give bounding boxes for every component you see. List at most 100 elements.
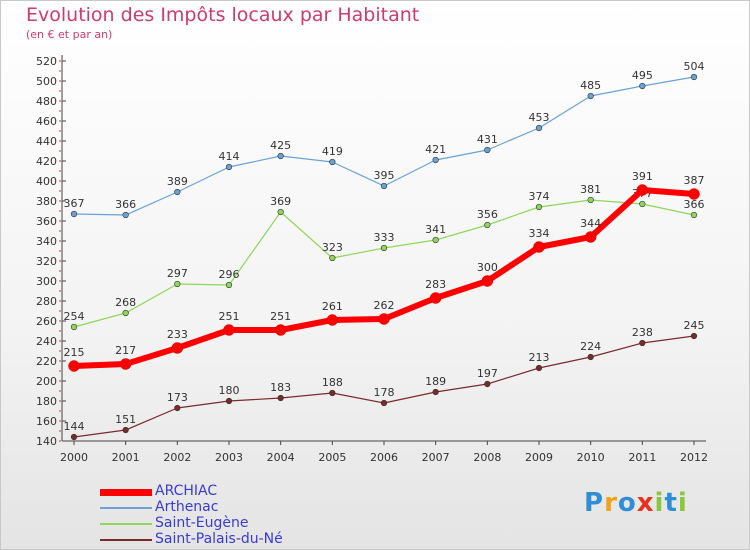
data-label: 453 bbox=[529, 111, 550, 124]
data-label: 300 bbox=[477, 261, 498, 274]
y-tick-label: 240 bbox=[36, 335, 57, 348]
x-tick-label: 2001 bbox=[112, 451, 140, 464]
legend-label: Saint-Eugène bbox=[155, 515, 249, 531]
y-tick-label: 480 bbox=[36, 95, 57, 108]
data-point bbox=[277, 152, 284, 160]
legend-swatch bbox=[100, 523, 152, 525]
data-label: 213 bbox=[529, 351, 550, 364]
legend-label: Saint-Palais-du-Né bbox=[155, 531, 283, 547]
y-tick-label: 300 bbox=[36, 275, 57, 288]
data-point bbox=[329, 389, 336, 397]
data-label: 341 bbox=[425, 223, 446, 236]
data-point bbox=[535, 203, 543, 211]
y-tick-label: 160 bbox=[36, 415, 57, 428]
data-label: 374 bbox=[529, 190, 550, 203]
logo-letter: i bbox=[677, 488, 688, 518]
data-point bbox=[690, 332, 698, 340]
data-point bbox=[481, 275, 494, 287]
data-point bbox=[122, 211, 129, 219]
x-tick-label: 2004 bbox=[267, 451, 295, 464]
data-label: 504 bbox=[684, 60, 705, 73]
data-label: 369 bbox=[270, 195, 291, 208]
data-point bbox=[225, 397, 233, 405]
data-point bbox=[432, 388, 439, 396]
y-tick-label: 420 bbox=[36, 155, 57, 168]
x-tick-label: 2002 bbox=[163, 451, 191, 464]
data-point bbox=[122, 309, 129, 317]
data-point bbox=[639, 200, 646, 208]
data-point bbox=[688, 188, 700, 200]
data-label: 173 bbox=[167, 391, 188, 404]
data-point bbox=[587, 353, 594, 361]
data-point bbox=[533, 241, 545, 253]
data-point bbox=[122, 426, 129, 434]
data-label: 215 bbox=[64, 346, 85, 359]
data-label: 144 bbox=[64, 420, 85, 433]
data-label: 366 bbox=[115, 198, 136, 211]
data-label: 367 bbox=[64, 197, 85, 210]
data-point bbox=[70, 210, 78, 218]
logo-letter: x bbox=[636, 488, 655, 518]
y-tick-label: 360 bbox=[36, 215, 57, 228]
data-point bbox=[68, 360, 80, 372]
data-point bbox=[432, 156, 439, 164]
data-label: 262 bbox=[374, 299, 395, 312]
data-point bbox=[429, 292, 442, 304]
data-label: 387 bbox=[684, 174, 705, 187]
data-point bbox=[484, 221, 491, 229]
data-point bbox=[277, 208, 284, 216]
data-label: 296 bbox=[219, 268, 240, 281]
data-label: 254 bbox=[64, 310, 85, 323]
data-point bbox=[380, 244, 388, 252]
legend-label: Arthenac bbox=[155, 499, 219, 515]
logo-letter: i bbox=[654, 488, 665, 518]
y-tick-label: 200 bbox=[36, 375, 57, 388]
x-tick-label: 2007 bbox=[422, 451, 450, 464]
data-label: 381 bbox=[580, 183, 601, 196]
x-tick-label: 2010 bbox=[577, 451, 605, 464]
y-tick-label: 500 bbox=[36, 75, 57, 88]
data-label: 389 bbox=[167, 175, 188, 188]
data-point bbox=[587, 92, 594, 100]
data-point bbox=[380, 182, 388, 190]
data-label: 261 bbox=[322, 300, 343, 313]
data-label: 189 bbox=[425, 375, 446, 388]
data-point bbox=[174, 404, 181, 412]
data-label: 344 bbox=[580, 217, 601, 230]
logo-letter: t bbox=[664, 488, 678, 518]
data-point bbox=[535, 124, 543, 132]
y-tick-label: 440 bbox=[36, 135, 57, 148]
chart-subtitle: (en € et par an) bbox=[26, 28, 113, 41]
data-point bbox=[378, 313, 390, 325]
data-label: 356 bbox=[477, 208, 498, 221]
data-label: 421 bbox=[425, 143, 446, 156]
data-label: 283 bbox=[425, 278, 446, 291]
y-tick-label: 400 bbox=[36, 175, 57, 188]
data-point bbox=[171, 342, 184, 354]
data-point bbox=[174, 188, 181, 196]
x-tick-label: 2012 bbox=[680, 451, 708, 464]
y-tick-label: 260 bbox=[36, 315, 57, 328]
data-label: 366 bbox=[684, 198, 705, 211]
data-point bbox=[636, 184, 649, 196]
data-label: 151 bbox=[115, 413, 136, 426]
data-point bbox=[535, 364, 543, 372]
legend-label: ARCHIAC bbox=[155, 483, 218, 499]
y-tick-label: 520 bbox=[36, 55, 57, 68]
y-tick-label: 460 bbox=[36, 115, 57, 128]
data-point bbox=[329, 254, 336, 262]
data-label: 233 bbox=[167, 328, 188, 341]
data-point bbox=[119, 358, 132, 370]
data-label: 334 bbox=[529, 227, 550, 240]
data-point bbox=[639, 82, 646, 90]
data-label: 431 bbox=[477, 133, 498, 146]
y-tick-label: 180 bbox=[36, 395, 57, 408]
data-label: 197 bbox=[477, 367, 498, 380]
data-point bbox=[329, 158, 336, 166]
data-point bbox=[223, 324, 235, 336]
y-tick-label: 280 bbox=[36, 295, 57, 308]
data-label: 297 bbox=[167, 267, 188, 280]
data-point bbox=[70, 433, 78, 441]
